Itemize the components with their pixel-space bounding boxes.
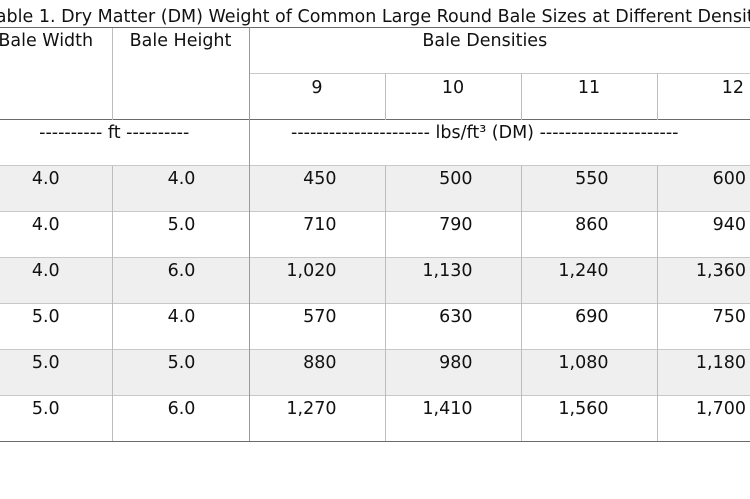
table-row: 5.0 4.0 570 630 690 750 xyxy=(0,303,750,350)
cell-density-9: 1,270 xyxy=(248,395,385,442)
units-row: ---------- ft ---------- ---------------… xyxy=(0,119,750,166)
units-lbs-per-cubic-ft: ---------------------- lbs/ft³ (DM) ----… xyxy=(248,119,750,166)
cell-height: 6.0 xyxy=(111,257,249,304)
cell-density-10: 1,410 xyxy=(384,395,521,442)
cell-density-11: 1,080 xyxy=(520,349,657,396)
cell-density-10: 500 xyxy=(384,165,521,212)
density-9: 9 xyxy=(248,73,385,120)
table-caption: Table 1. Dry Matter (DM) Weight of Commo… xyxy=(0,6,750,28)
cell-density-11: 1,240 xyxy=(520,257,657,304)
cell-density-12: 1,180 xyxy=(656,349,750,396)
cell-density-11: 860 xyxy=(520,211,657,258)
density-12: 12 xyxy=(656,73,750,120)
cell-density-9: 570 xyxy=(248,303,385,350)
density-values-row: 9 10 11 12 xyxy=(0,73,750,120)
header-bale-width: Bale Width xyxy=(0,27,112,120)
cell-density-11: 550 xyxy=(520,165,657,212)
table-row: 5.0 5.0 880 980 1,080 1,180 xyxy=(0,349,750,396)
bale-weight-table: Bale Width Bale Height Bale Densities 9 … xyxy=(0,27,750,442)
cell-density-11: 690 xyxy=(520,303,657,350)
header-bale-height: Bale Height xyxy=(111,27,249,120)
header-bale-densities: Bale Densities xyxy=(248,27,750,74)
cell-density-10: 790 xyxy=(384,211,521,258)
cell-height: 5.0 xyxy=(111,211,249,258)
cell-density-9: 450 xyxy=(248,165,385,212)
cell-width: 5.0 xyxy=(0,303,112,350)
cell-density-10: 980 xyxy=(384,349,521,396)
table-row: 4.0 4.0 450 500 550 600 xyxy=(0,165,750,212)
cell-width: 4.0 xyxy=(0,165,112,212)
density-11: 11 xyxy=(520,73,657,120)
cell-density-12: 1,700 xyxy=(656,395,750,442)
cell-width: 5.0 xyxy=(0,349,112,396)
table-row: 4.0 6.0 1,020 1,130 1,240 1,360 xyxy=(0,257,750,304)
cell-density-9: 1,020 xyxy=(248,257,385,304)
cell-density-12: 1,360 xyxy=(656,257,750,304)
cell-width: 4.0 xyxy=(0,211,112,258)
header-row: Bale Width Bale Height Bale Densities xyxy=(0,27,750,120)
cell-density-11: 1,560 xyxy=(520,395,657,442)
cell-width: 4.0 xyxy=(0,257,112,304)
cell-width: 5.0 xyxy=(0,395,112,442)
cell-density-12: 600 xyxy=(656,165,750,212)
cell-density-9: 710 xyxy=(248,211,385,258)
cell-height: 4.0 xyxy=(111,165,249,212)
table-row: 5.0 6.0 1,270 1,410 1,560 1,700 xyxy=(0,395,750,442)
cell-height: 6.0 xyxy=(111,395,249,442)
table-row: 4.0 5.0 710 790 860 940 xyxy=(0,211,750,258)
cell-density-9: 880 xyxy=(248,349,385,396)
cell-height: 5.0 xyxy=(111,349,249,396)
units-ft: ---------- ft ---------- xyxy=(0,119,249,166)
cell-density-12: 750 xyxy=(656,303,750,350)
table-caption-text: Table 1. Dry Matter (DM) Weight of Commo… xyxy=(0,7,750,27)
cell-density-10: 630 xyxy=(384,303,521,350)
cell-density-12: 940 xyxy=(656,211,750,258)
cell-height: 4.0 xyxy=(111,303,249,350)
cell-density-10: 1,130 xyxy=(384,257,521,304)
density-10: 10 xyxy=(384,73,521,120)
